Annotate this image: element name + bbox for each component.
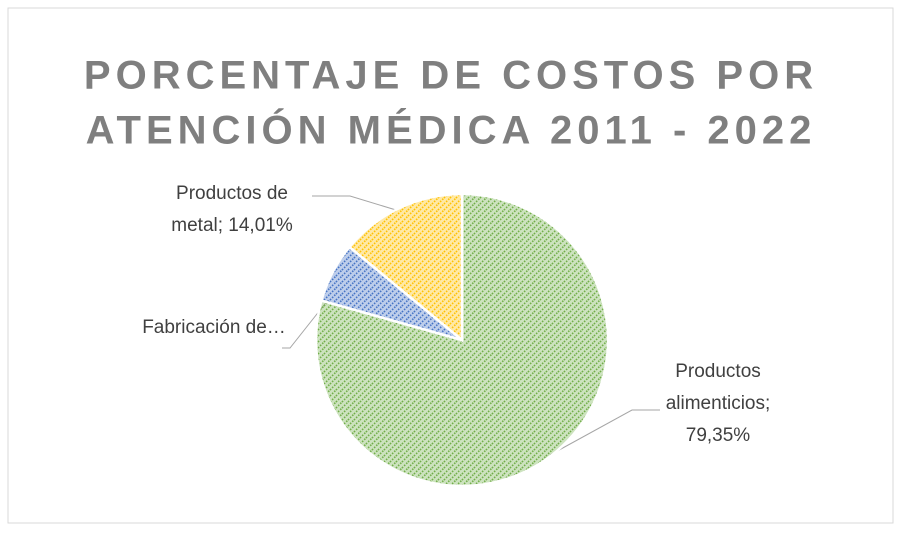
chart-title: PORCENTAJE DE COSTOS POR [84,54,818,98]
chart-title: ATENCIÓN MÉDICA 2011 - 2022 [86,107,817,153]
data-label: Productos [675,361,761,382]
data-label: 79,35% [686,425,751,446]
leader-line [282,299,329,349]
leader-line [312,195,397,211]
pie-slice [347,192,464,343]
leader-line [549,409,660,456]
data-label: Productos de [176,183,288,204]
data-label: metal; 14,01% [171,215,293,236]
data-label: Fabricación de… [142,317,286,338]
data-label: alimenticios; [666,393,771,414]
